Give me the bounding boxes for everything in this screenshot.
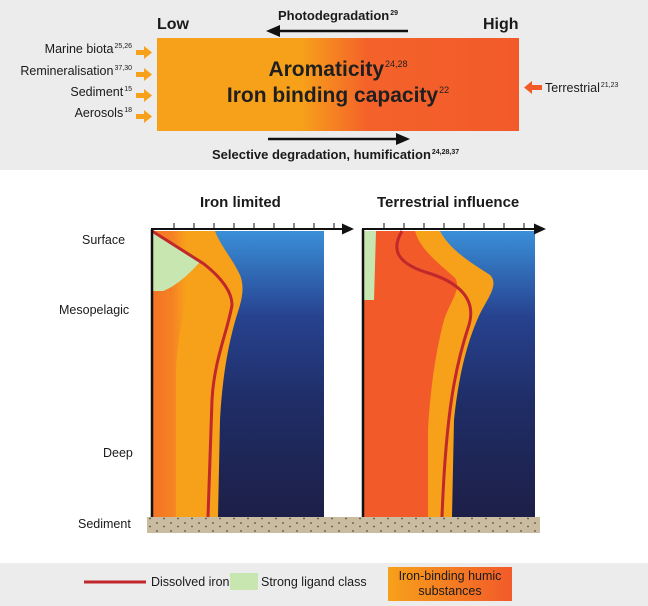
panel-title-iron-limited: Iron limited [200,194,281,211]
selective-degradation-label: Selective degradation, humification24,28… [212,147,460,162]
legend-background [0,563,648,606]
source-terrestrial: Terrestrial21,23 [545,81,619,95]
ticks-terrestrial-influence [383,223,525,229]
source-sediment: Sediment15 [70,85,132,99]
iron-binding-capacity-label: Iron binding capacity22 [226,84,450,107]
legend-dissolved-iron-label: Dissolved iron [151,575,230,589]
photodegradation-label: Photodegradation29 [278,8,399,23]
depth-label-deep: Deep [103,446,133,460]
depth-label-surface: Surface [82,233,126,247]
profile-iron-limited [150,223,354,519]
panel-title-terrestrial-influence: Terrestrial influence [377,194,520,211]
ticks-iron-limited [173,223,335,229]
source-marine-biota: Marine biota25,26 [44,42,132,56]
depth-label-mesopelagic: Mesopelagic [59,303,130,317]
legend-humic-label: Iron-binding humic substances [398,569,502,598]
sediment-layer [147,517,540,533]
aromaticity-label: Aromaticity24,28 [268,58,408,81]
source-remineralisation: Remineralisation37,30 [20,64,132,78]
profile-terrestrial-influence [361,223,546,519]
depth-label-sediment: Sediment [78,517,131,531]
source-aerosols: Aerosols18 [74,106,132,120]
aromaticity-gradient-box: Aromaticity24,28 Iron binding capacity22 [157,38,519,131]
low-label: Low [157,16,189,33]
legend-strong-ligand-label: Strong ligand class [261,575,367,589]
high-label: High [483,16,519,33]
